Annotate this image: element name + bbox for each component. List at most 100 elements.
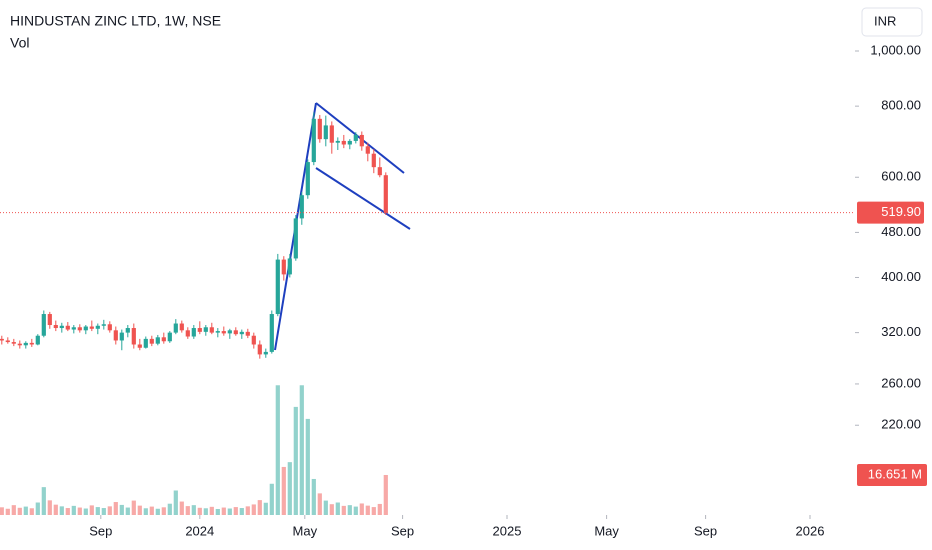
candle-body [353,134,358,141]
candle-body [107,324,112,331]
volume-bar [203,508,208,515]
volume-bar [53,504,58,515]
volume-bar [233,507,238,515]
candle-body [233,330,238,335]
volume-bar [257,500,262,515]
x-tick-label: Sep [89,523,112,538]
candle-body [185,330,190,337]
volume-bar [5,508,10,515]
volume-bar [161,507,166,515]
currency-button[interactable] [861,7,923,37]
volume-bar [101,508,106,515]
candle-body [239,331,244,335]
volume-bar [17,507,22,515]
candle-body [299,195,304,219]
volume-bar [221,507,226,515]
candle-body [89,326,94,329]
volume-bar [107,506,112,515]
candle-body [173,323,178,333]
x-tick-label: Sep [391,523,414,538]
candle-body [35,335,40,345]
volume-bar [251,504,256,515]
x-tick-label: Sep [694,523,717,538]
candle-body [341,140,346,145]
candle-body [65,325,70,330]
volume-bar [125,507,130,515]
candle-body [83,326,88,331]
candle-body [59,325,64,329]
candle-body [41,314,46,336]
volume-bar [95,507,100,515]
candle-body [23,342,28,346]
candle-body [329,125,334,143]
y-tick-label: 320.00 [881,324,921,339]
candle-body [5,340,10,343]
candle-body [317,118,322,140]
candle-body [383,175,388,213]
y-tick-label: 400.00 [881,269,921,284]
candle-body [11,342,16,344]
x-tick-label: May [594,523,619,538]
candle-body [119,332,124,341]
candle-body [197,328,202,332]
volume-bar [65,508,70,515]
volume-bar [167,503,172,515]
volume-bar [83,508,88,515]
candle-body [101,324,106,326]
volume-bar [377,503,382,515]
candle-body [71,327,76,330]
volume-bar [185,506,190,515]
candle-body [29,342,34,345]
x-tick-label: 2026 [796,523,825,538]
volume-bar [137,505,142,515]
candle-body [113,330,118,341]
volume-bar [77,507,82,515]
y-tick-label: 800.00 [881,98,921,113]
volume-bar [269,483,274,515]
volume-bar [335,502,340,515]
candle-body [17,343,22,346]
candle-body [371,153,376,168]
volume-bar [383,474,388,515]
candle-body [0,338,4,341]
volume-bar [71,505,76,515]
candle-body [203,327,208,332]
candle-body [215,331,220,333]
volume-bar [0,507,4,515]
chart-title: HINDUSTAN ZINC LTD, 1W, NSE [10,13,221,29]
candle-body [155,337,160,344]
volume-bar [365,505,370,515]
candle-body [143,338,148,348]
candle-body [245,331,250,336]
candle-body [209,327,214,333]
volume-bar [215,508,220,515]
volume-bar [239,508,244,515]
y-tick-label: 600.00 [881,169,921,184]
volume-bar [293,406,298,515]
volume-bar [191,505,196,515]
candle-body [191,328,196,337]
x-tick-label: May [293,523,318,538]
last-volume-label: 16.651 M [868,466,922,481]
volume-bar [287,462,292,515]
volume-bar [35,502,40,515]
volume-bar [197,507,202,515]
candle-body [149,338,154,344]
candle-body [287,258,292,275]
y-tick-label: 260.00 [881,375,921,390]
volume-bar [329,504,334,515]
volume-bar [245,506,250,515]
volume-bar [29,508,34,515]
volume-bar [47,500,52,515]
currency-label[interactable]: INR [874,13,896,28]
candle-body [137,344,142,348]
last-price-box [857,201,924,224]
x-tick-label: 2025 [493,523,522,538]
candle-body [131,328,136,345]
volume-bar [113,502,118,515]
candle-body [377,167,382,176]
volume-bar [59,506,64,515]
volume-bar [149,506,154,515]
